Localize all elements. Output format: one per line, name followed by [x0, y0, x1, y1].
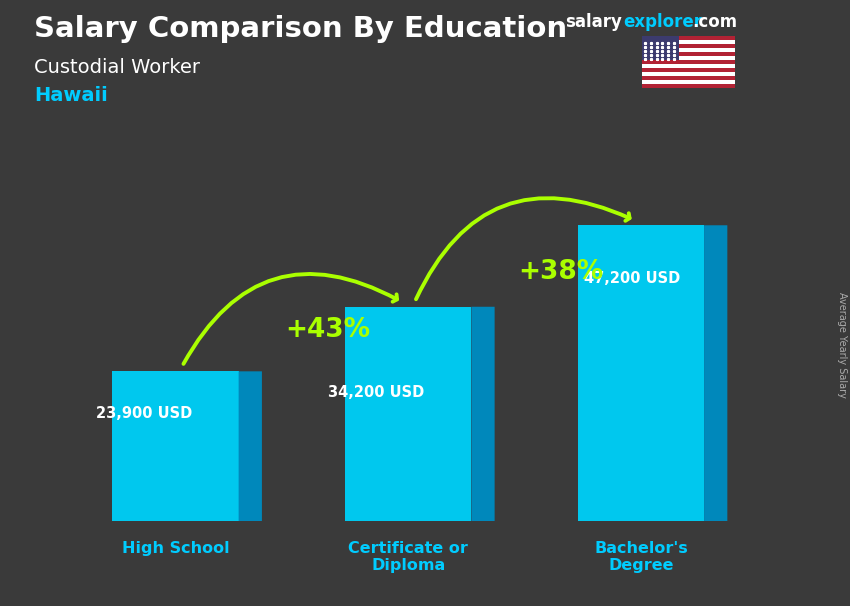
Bar	[642, 36, 679, 60]
Bar	[642, 56, 735, 60]
Bar	[578, 225, 704, 521]
Text: explorer: explorer	[623, 13, 702, 32]
Bar	[642, 44, 735, 48]
Bar	[642, 76, 735, 80]
Text: Custodial Worker: Custodial Worker	[34, 58, 200, 76]
Text: +43%: +43%	[286, 317, 371, 343]
Bar	[642, 36, 735, 41]
Text: 34,200 USD: 34,200 USD	[328, 385, 425, 400]
Bar	[345, 307, 472, 521]
Polygon shape	[472, 307, 495, 521]
Bar	[112, 371, 239, 521]
Text: 47,200 USD: 47,200 USD	[585, 271, 681, 286]
Polygon shape	[704, 225, 728, 521]
Bar	[642, 80, 735, 84]
Bar	[642, 84, 735, 88]
Bar	[642, 52, 735, 56]
Text: 23,900 USD: 23,900 USD	[96, 406, 192, 421]
Text: .com: .com	[693, 13, 738, 32]
Text: salary: salary	[565, 13, 622, 32]
Bar	[642, 64, 735, 68]
Text: Hawaii: Hawaii	[34, 86, 108, 105]
Polygon shape	[239, 371, 262, 521]
Text: Average Yearly Salary: Average Yearly Salary	[837, 293, 847, 398]
Text: +38%: +38%	[518, 259, 604, 285]
Bar	[642, 72, 735, 76]
Bar	[642, 68, 735, 72]
Bar	[642, 60, 735, 64]
Text: Salary Comparison By Education: Salary Comparison By Education	[34, 15, 567, 43]
Bar	[642, 48, 735, 52]
Bar	[642, 41, 735, 44]
